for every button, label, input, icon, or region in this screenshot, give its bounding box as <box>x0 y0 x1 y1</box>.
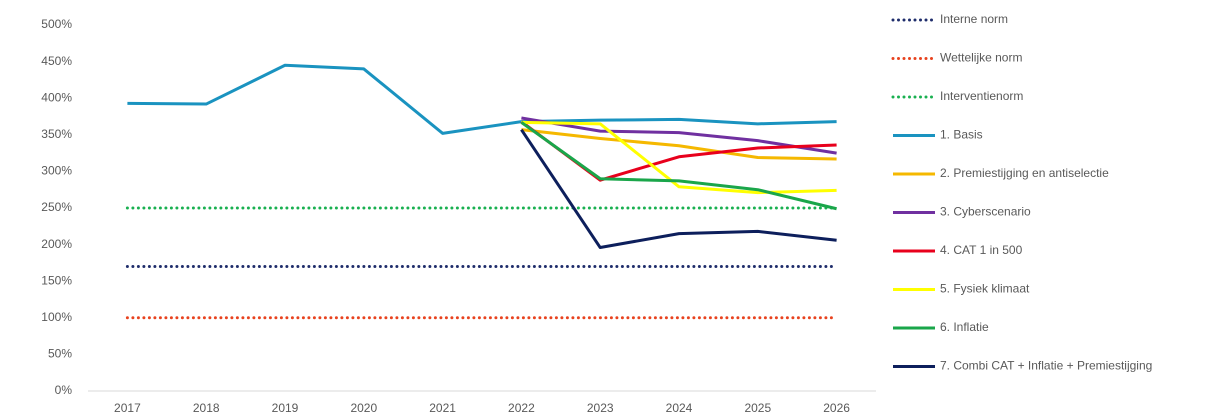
y-tick-label: 250% <box>41 200 72 214</box>
legend-label: 1. Basis <box>940 128 983 142</box>
x-tick-label: 2020 <box>350 401 377 415</box>
series-line <box>521 128 837 161</box>
y-tick-label: 100% <box>41 310 72 324</box>
y-tick-label: 300% <box>41 164 72 178</box>
legend-label: Interne norm <box>940 12 1008 26</box>
x-tick-label: 2022 <box>508 401 535 415</box>
y-tick-label: 500% <box>41 17 72 31</box>
series-line <box>127 63 837 135</box>
legend-label: 3. Cyberscenario <box>940 205 1031 219</box>
legend-label: 2. Premiestijging en antiselectie <box>940 166 1109 180</box>
x-tick-label: 2023 <box>587 401 614 415</box>
series-line <box>520 128 837 250</box>
x-tick-label: 2024 <box>666 401 693 415</box>
legend-label: Interventienorm <box>940 89 1023 103</box>
legend-label: 5. Fysiek klimaat <box>940 282 1030 296</box>
legend-label: 6. Inflatie <box>940 320 989 334</box>
series-line <box>521 116 837 155</box>
x-tick-label: 2019 <box>272 401 299 415</box>
x-tick-label: 2017 <box>114 401 141 415</box>
y-tick-label: 400% <box>41 90 72 104</box>
y-tick-label: 450% <box>41 54 72 68</box>
y-tick-label: 350% <box>41 127 72 141</box>
y-tick-label: 200% <box>41 237 72 251</box>
series-line <box>520 120 837 182</box>
legend-label: Wettelijke norm <box>940 51 1022 65</box>
legend-label: 4. CAT 1 in 500 <box>940 243 1023 257</box>
x-tick-label: 2025 <box>744 401 771 415</box>
y-tick-label: 150% <box>41 273 72 287</box>
y-tick-label: 0% <box>55 383 73 397</box>
y-tick-label: 50% <box>48 347 72 361</box>
series-line <box>521 120 837 195</box>
x-tick-label: 2026 <box>823 401 850 415</box>
x-tick-label: 2018 <box>193 401 220 415</box>
legend-label: 7. Combi CAT + Inflatie + Premiestijging <box>940 359 1152 373</box>
series-line <box>520 121 837 211</box>
x-tick-label: 2021 <box>429 401 456 415</box>
